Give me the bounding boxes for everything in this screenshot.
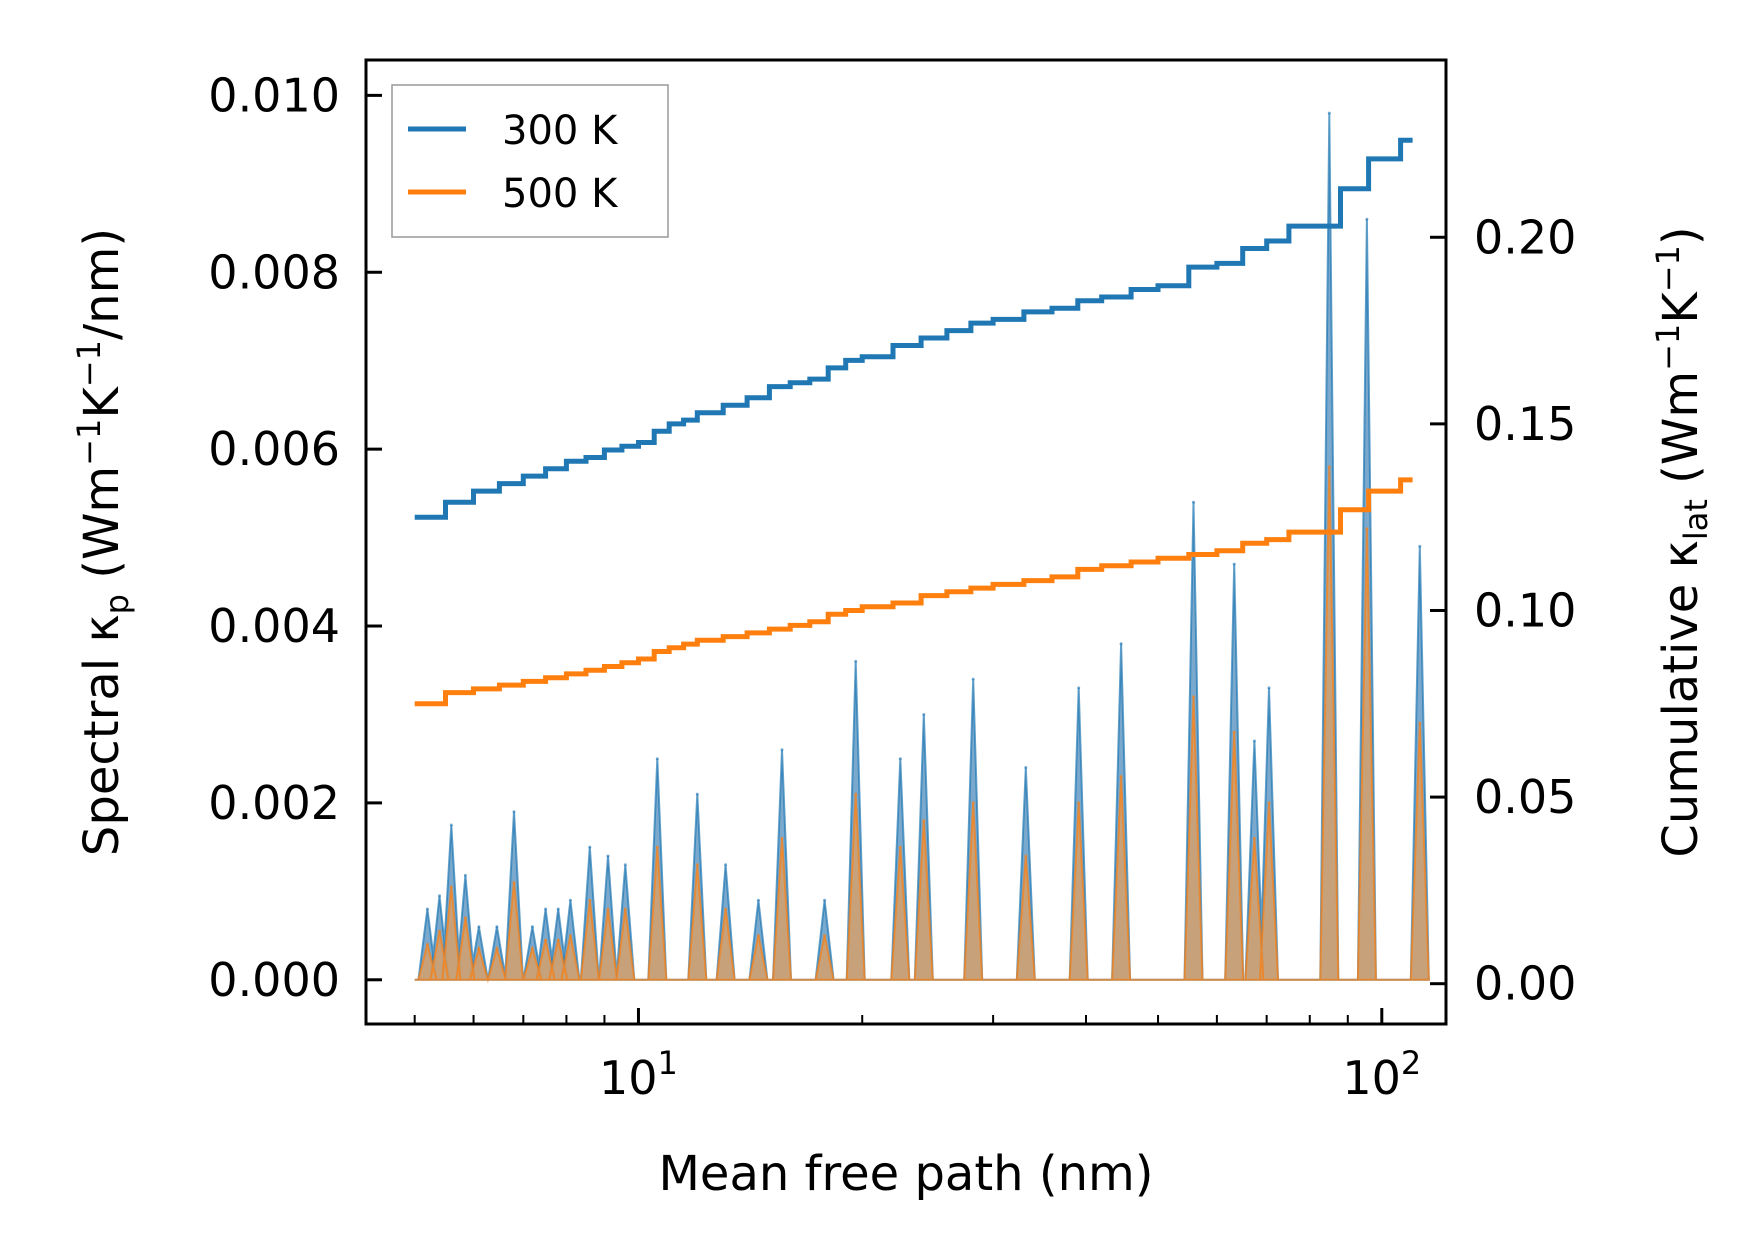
- left-ytick-label-1: 0.002: [208, 776, 340, 830]
- spectral-peak-500K-19: [823, 934, 827, 938]
- spectral-peak-300K-18: [780, 748, 784, 752]
- spectral-peak-500K-24: [1024, 854, 1028, 858]
- spectral-peak-500K-17: [756, 934, 760, 938]
- spectral-peak-500K-16: [724, 907, 728, 911]
- cumulative-lines: [414, 137, 1413, 707]
- spectral-area-500K: [414, 466, 1430, 984]
- legend-label-500K: 500 K: [502, 171, 619, 217]
- right-ytick-label-2: 0.10: [1474, 583, 1576, 637]
- spectral-peak-300K-8: [544, 907, 548, 911]
- spectral-peak-500K-15: [695, 863, 699, 867]
- right-ytick-label-3: 0.15: [1474, 397, 1576, 451]
- spectral-peak-500K-31: [1327, 465, 1331, 469]
- spectral-peak-500K-29: [1252, 836, 1256, 840]
- spectral-peak-500K-28: [1232, 730, 1236, 734]
- spectral-peak-300K-30: [1267, 686, 1271, 690]
- spectral-peak-300K-22: [922, 713, 926, 716]
- spectral-peak-500K-30: [1267, 801, 1271, 805]
- spectral-peak-500K-10: [568, 934, 572, 938]
- left-ytick-label-5: 0.010: [208, 68, 340, 122]
- left-ytick-label-2: 0.004: [208, 599, 340, 653]
- spectral-peak-500K-1: [438, 929, 441, 933]
- spectral-peak-500K-27: [1192, 695, 1195, 699]
- spectral-peak-500K-11: [588, 898, 592, 902]
- spectral-peak-300K-17: [756, 898, 760, 902]
- spectral-peak-300K-29: [1252, 739, 1256, 743]
- spectral-peak-300K-13: [623, 863, 627, 867]
- spectral-peak-300K-28: [1232, 562, 1236, 566]
- spectral-peak-300K-1: [438, 894, 441, 898]
- spectral-peak-300K-3: [463, 873, 467, 877]
- axis-ticks: 0.000 0.002 0.004 0.006 0.008 0.010 0.00 0.05 0.…: [208, 68, 1576, 1105]
- spectral-peak-500K-12: [606, 907, 610, 911]
- spectral-peak-300K-5: [495, 925, 499, 929]
- spectral-peak-300K-21: [898, 757, 902, 761]
- spectral-peak-500K-5: [495, 947, 499, 951]
- spectral-peak-300K-25: [1077, 686, 1081, 690]
- spectral-peak-500K-13: [623, 907, 627, 911]
- spectral-peak-500K-0: [425, 942, 429, 946]
- spectral-fills: [414, 111, 1430, 984]
- spectral-peak-300K-26: [1119, 642, 1123, 646]
- legend-label-300K: 300 K: [502, 108, 619, 154]
- left-ytick-label-0: 0.000: [208, 953, 340, 1007]
- spectral-peak-300K-20: [854, 659, 858, 663]
- spectral-peak-300K-27: [1192, 500, 1195, 504]
- spectral-peak-300K-32: [1365, 217, 1369, 221]
- spectral-peak-300K-4: [477, 925, 481, 929]
- right-y-axis-label: Cumulative κlat (Wm−1K−1): [1649, 226, 1715, 857]
- spectral-peak-500K-32: [1365, 527, 1369, 531]
- spectral-peak-500K-33: [1418, 721, 1422, 725]
- spectral-peak-500K-6: [512, 881, 516, 884]
- right-ytick-label-4: 0.20: [1474, 210, 1576, 264]
- spectral-peak-300K-2: [449, 823, 453, 827]
- x-axis-label: Mean free path (nm): [659, 1146, 1154, 1202]
- spectral-peak-500K-26: [1119, 774, 1123, 778]
- spectral-peak-300K-0: [425, 907, 429, 911]
- spectral-peak-300K-16: [724, 863, 728, 867]
- left-y-axis-label: Spectral κp (Wm−1K−1/nm): [70, 228, 136, 856]
- spectral-peak-300K-14: [655, 757, 659, 761]
- spectral-peak-500K-4: [477, 947, 481, 951]
- spectral-peak-500K-18: [780, 836, 784, 840]
- spectral-peak-300K-15: [695, 792, 699, 796]
- spectral-peak-300K-6: [512, 810, 516, 814]
- xtick-label-1: 102: [1342, 1044, 1421, 1105]
- spectral-peak-500K-20: [854, 792, 858, 796]
- left-ytick-label-4: 0.008: [208, 245, 340, 299]
- spectral-peak-500K-2: [449, 885, 453, 889]
- spectral-peak-300K-19: [823, 898, 827, 902]
- spectral-peak-300K-12: [606, 854, 610, 858]
- spectral-peak-500K-25: [1077, 801, 1081, 805]
- plot-frame: [364, 58, 1448, 1026]
- spectral-peak-500K-8: [544, 938, 548, 942]
- spectral-peak-300K-9: [556, 907, 560, 911]
- spectral-peak-500K-9: [556, 938, 560, 942]
- cumulative-line-500K: [414, 477, 1413, 707]
- spectral-peak-300K-11: [588, 845, 592, 849]
- spectral-peak-500K-21: [898, 845, 902, 849]
- legend: 300 K 500 K: [391, 84, 669, 238]
- spectral-peak-500K-3: [463, 916, 467, 920]
- spectral-peak-500K-7: [530, 947, 534, 951]
- legend-box: [391, 84, 669, 238]
- left-ytick-label-3: 0.006: [208, 422, 340, 476]
- spectral-peak-300K-31: [1327, 111, 1331, 115]
- cumulative-line-300K: [414, 137, 1413, 520]
- xtick-label-0: 101: [599, 1044, 678, 1105]
- right-ytick-label-1: 0.05: [1474, 770, 1576, 824]
- spectral-peak-300K-10: [568, 898, 572, 902]
- spectral-peak-300K-33: [1418, 544, 1422, 548]
- spectral-peak-300K-23: [971, 677, 975, 681]
- spectral-peak-500K-14: [655, 845, 659, 849]
- spectral-peak-300K-7: [530, 925, 534, 929]
- right-ytick-label-0: 0.00: [1474, 957, 1576, 1011]
- spectral-peak-500K-22: [922, 819, 926, 823]
- spectral-peak-500K-23: [971, 801, 975, 805]
- spectral-peak-300K-24: [1024, 766, 1028, 769]
